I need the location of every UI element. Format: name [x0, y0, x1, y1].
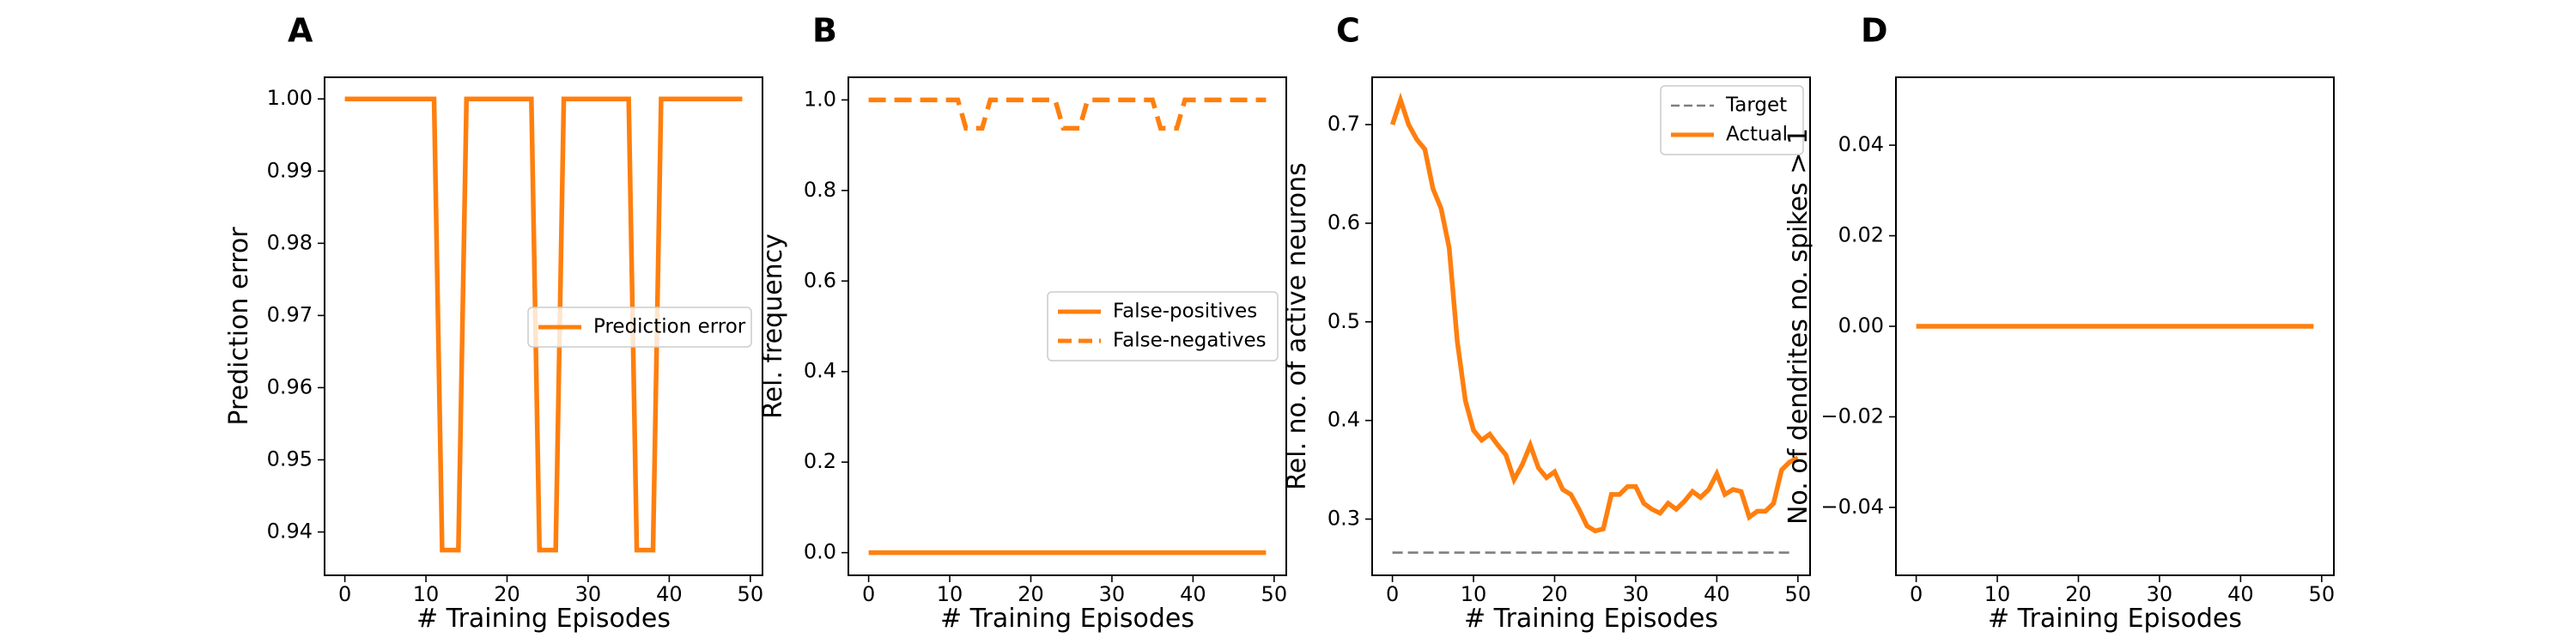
- panel-d: D 0 10 20 30 40 50 −0.04 −0.02 0.00 0.02 0.04 # Trai…: [1783, 12, 2335, 635]
- y-tick-label: −0.02: [1820, 404, 1884, 428]
- x-tick-label: 40: [656, 582, 683, 606]
- y-axis-label: Rel. frequency: [758, 234, 788, 419]
- legend-label: Actual: [1726, 124, 1788, 146]
- x-axis-label: # Training Episodes: [1464, 604, 1718, 634]
- x-tick-label: 40: [1180, 582, 1206, 606]
- legend-box: [527, 307, 752, 348]
- y-tick-label: 0.6: [1327, 210, 1360, 234]
- x-tick-label: 50: [738, 582, 764, 606]
- y-tick-label: 0.3: [1327, 507, 1360, 531]
- y-tick-label: 1.00: [267, 86, 313, 110]
- x-tick-label: 0: [862, 582, 875, 606]
- y-tick-label: 0.96: [267, 374, 313, 398]
- y-tick-label: 0.02: [1838, 223, 1884, 247]
- legend: False-positives False-negatives: [1047, 291, 1279, 361]
- y-tick-label: 0.6: [804, 268, 836, 292]
- panel-letter: C: [1336, 12, 1360, 50]
- y-tick-label: 0.0: [804, 540, 836, 564]
- axes-frame: [324, 76, 763, 576]
- x-tick-label: 30: [1099, 582, 1126, 606]
- y-tick-label: 0.5: [1327, 309, 1360, 333]
- y-tick-label: 0.95: [267, 447, 313, 471]
- y-tick-label: 0.4: [1327, 408, 1360, 432]
- series-group: [1389, 92, 1800, 554]
- legend-label: Target: [1725, 94, 1787, 117]
- x-tick-label: 30: [575, 582, 602, 606]
- x-tick-label: 40: [2227, 582, 2254, 606]
- y-axis-label: Prediction error: [224, 227, 254, 426]
- x-tick-label: 10: [937, 582, 963, 606]
- x-tick-label: 20: [494, 582, 520, 606]
- y-tick-label: 1.0: [804, 87, 836, 111]
- x-tick-label: 50: [1261, 582, 1288, 606]
- panel-b: B 0 10 20 30 40 50 0.0 0.2 0.4 0.6 0.8 1.0 # Training…: [758, 12, 1287, 635]
- legend-label: False-positives: [1113, 301, 1257, 323]
- axes-frame: [1371, 76, 1811, 576]
- y-tick-label: 0.7: [1327, 112, 1360, 136]
- legend: Prediction error: [527, 307, 752, 348]
- x-tick-label: 20: [2065, 582, 2092, 606]
- x-tick-label: 50: [1785, 582, 1812, 606]
- y-tick-label: −0.04: [1820, 495, 1884, 519]
- y-axis-label: Rel. no. of active neurons: [1282, 162, 1312, 490]
- x-tick-label: 20: [1541, 582, 1568, 606]
- x-tick-label: 40: [1704, 582, 1730, 606]
- panel-letter: B: [812, 12, 837, 50]
- y-tick-label: 0.2: [804, 449, 836, 473]
- axes-frame: [848, 76, 1287, 576]
- x-tick-label: 30: [2147, 582, 2173, 606]
- x-tick-label: 0: [1910, 582, 1923, 606]
- x-axis-label: # Training Episodes: [416, 604, 671, 634]
- panel-letter: D: [1861, 12, 1888, 50]
- x-tick-label: 0: [1386, 582, 1399, 606]
- series-line-prediction-error: [344, 96, 743, 553]
- y-tick-label: 0.4: [804, 359, 836, 383]
- legend-box: [1660, 85, 1804, 155]
- series-line-false-negatives: [868, 97, 1267, 131]
- y-tick-label: 0.8: [804, 178, 836, 202]
- legend-label: Prediction error: [593, 316, 746, 338]
- x-tick-label: 10: [1461, 582, 1487, 606]
- x-axis-label: # Training Episodes: [1988, 604, 2242, 634]
- panel-c: C 0 10 20 30 40 50 0.3 0.4 0.5 0.6 0.7 # Training Ep…: [1282, 12, 1811, 635]
- y-tick-label: 0.97: [267, 302, 313, 326]
- y-tick-label: 0.00: [1838, 313, 1884, 337]
- x-tick-label: 30: [1623, 582, 1649, 606]
- y-tick-label: 0.98: [267, 230, 313, 254]
- x-tick-label: 0: [338, 582, 351, 606]
- panel-letter: A: [288, 12, 313, 50]
- y-axis-label: No. of dendrites no. spikes > 1: [1783, 128, 1814, 525]
- panel-a: A 0 10 20 30 40 50 0.94 0.95 0.96 0.97 0.98 0.99 1.00…: [224, 12, 763, 635]
- legend: Target Actual: [1660, 85, 1804, 155]
- legend-box: [1047, 291, 1279, 361]
- y-tick-label: 0.99: [267, 158, 313, 182]
- x-tick-label: 10: [1984, 582, 2011, 606]
- y-tick-label: 0.04: [1838, 132, 1884, 156]
- x-tick-label: 20: [1018, 582, 1044, 606]
- series-group: [868, 97, 1267, 556]
- x-axis-label: # Training Episodes: [940, 604, 1194, 634]
- y-tick-label: 0.94: [267, 519, 313, 544]
- x-tick-label: 10: [413, 582, 440, 606]
- series-line-actual: [1389, 92, 1800, 534]
- legend-label: False-negatives: [1113, 330, 1267, 352]
- series-group: [344, 96, 743, 553]
- x-tick-label: 50: [2309, 582, 2336, 606]
